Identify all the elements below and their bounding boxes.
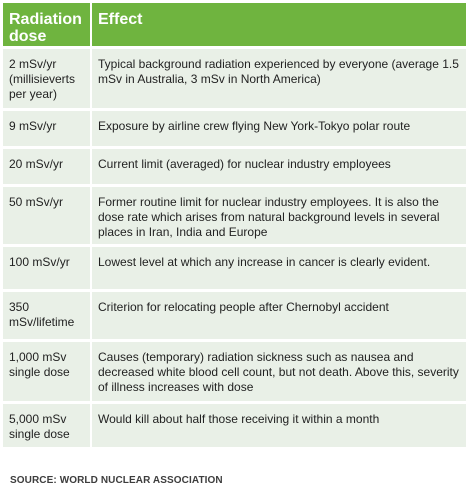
effect-cell: Would kill about half those receiving it…	[92, 401, 466, 447]
effect-cell: Typical background radiation experienced…	[92, 46, 466, 108]
dose-line: 100 mSv/yr	[9, 255, 70, 269]
dose-line: 20 mSv/yr	[9, 157, 64, 171]
dose-line: mSv/lifetime	[9, 315, 75, 329]
dose-cell: 2 mSv/yr (millisieverts per year)	[3, 46, 92, 108]
dose-line: 350	[9, 300, 30, 314]
radiation-dose-table: Radiation dose Effect 2 mSv/yr (millisieve…	[3, 3, 466, 447]
table-row: 50 mSv/yr Former routine limit for nucle…	[3, 184, 466, 244]
dose-cell: 9 mSv/yr	[3, 108, 92, 146]
table-row: 20 mSv/yr Current limit (averaged) for n…	[3, 146, 466, 184]
effect-cell: Criterion for relocating people after Ch…	[92, 289, 466, 339]
dose-line: 50 mSv/yr	[9, 195, 64, 209]
table-row: 350 mSv/lifetime Criterion for relocating…	[3, 289, 466, 339]
effect-cell: Current limit (averaged) for nuclear ind…	[92, 146, 466, 184]
effect-cell: Exposure by airline crew flying New York…	[92, 108, 466, 146]
table-row: 100 mSv/yr Lowest level at which any inc…	[3, 244, 466, 289]
dose-cell: 1,000 mSv single dose	[3, 339, 92, 401]
effect-cell: Lowest level at which any increase in ca…	[92, 244, 466, 289]
table-row: 5,000 mSv single dose Would kill about ha…	[3, 401, 466, 447]
dose-cell: 50 mSv/yr	[3, 184, 92, 244]
dose-line: single dose	[9, 365, 70, 379]
table-row: 2 mSv/yr (millisieverts per year) Typical …	[3, 46, 466, 108]
table-header-row: Radiation dose Effect	[3, 3, 466, 46]
dose-line: 9 mSv/yr	[9, 119, 57, 133]
header-effect: Effect	[92, 3, 466, 46]
header-dose-line2: dose	[9, 28, 47, 45]
dose-cell: 100 mSv/yr	[3, 244, 92, 289]
dose-line: 1,000 mSv	[9, 350, 67, 364]
dose-cell: 5,000 mSv single dose	[3, 401, 92, 447]
dose-line: 5,000 mSv	[9, 412, 67, 426]
dose-line: (millisieverts	[9, 72, 75, 86]
dose-cell: 20 mSv/yr	[3, 146, 92, 184]
table-row: 9 mSv/yr Exposure by airline crew flying…	[3, 108, 466, 146]
dose-cell: 350 mSv/lifetime	[3, 289, 92, 339]
header-radiation-dose: Radiation dose	[3, 3, 92, 46]
effect-cell: Causes (temporary) radiation sickness su…	[92, 339, 466, 401]
dose-line: single dose	[9, 427, 70, 441]
table-row: 1,000 mSv single dose Causes (temporary) …	[3, 339, 466, 401]
dose-line: per year)	[9, 87, 58, 101]
effect-cell: Former routine limit for nuclear industr…	[92, 184, 466, 244]
source-credit: SOURCE: WORLD NUCLEAR ASSOCIATION	[10, 475, 223, 486]
header-dose-line1: Radiation	[9, 11, 82, 28]
dose-line: 2 mSv/yr	[9, 57, 57, 71]
